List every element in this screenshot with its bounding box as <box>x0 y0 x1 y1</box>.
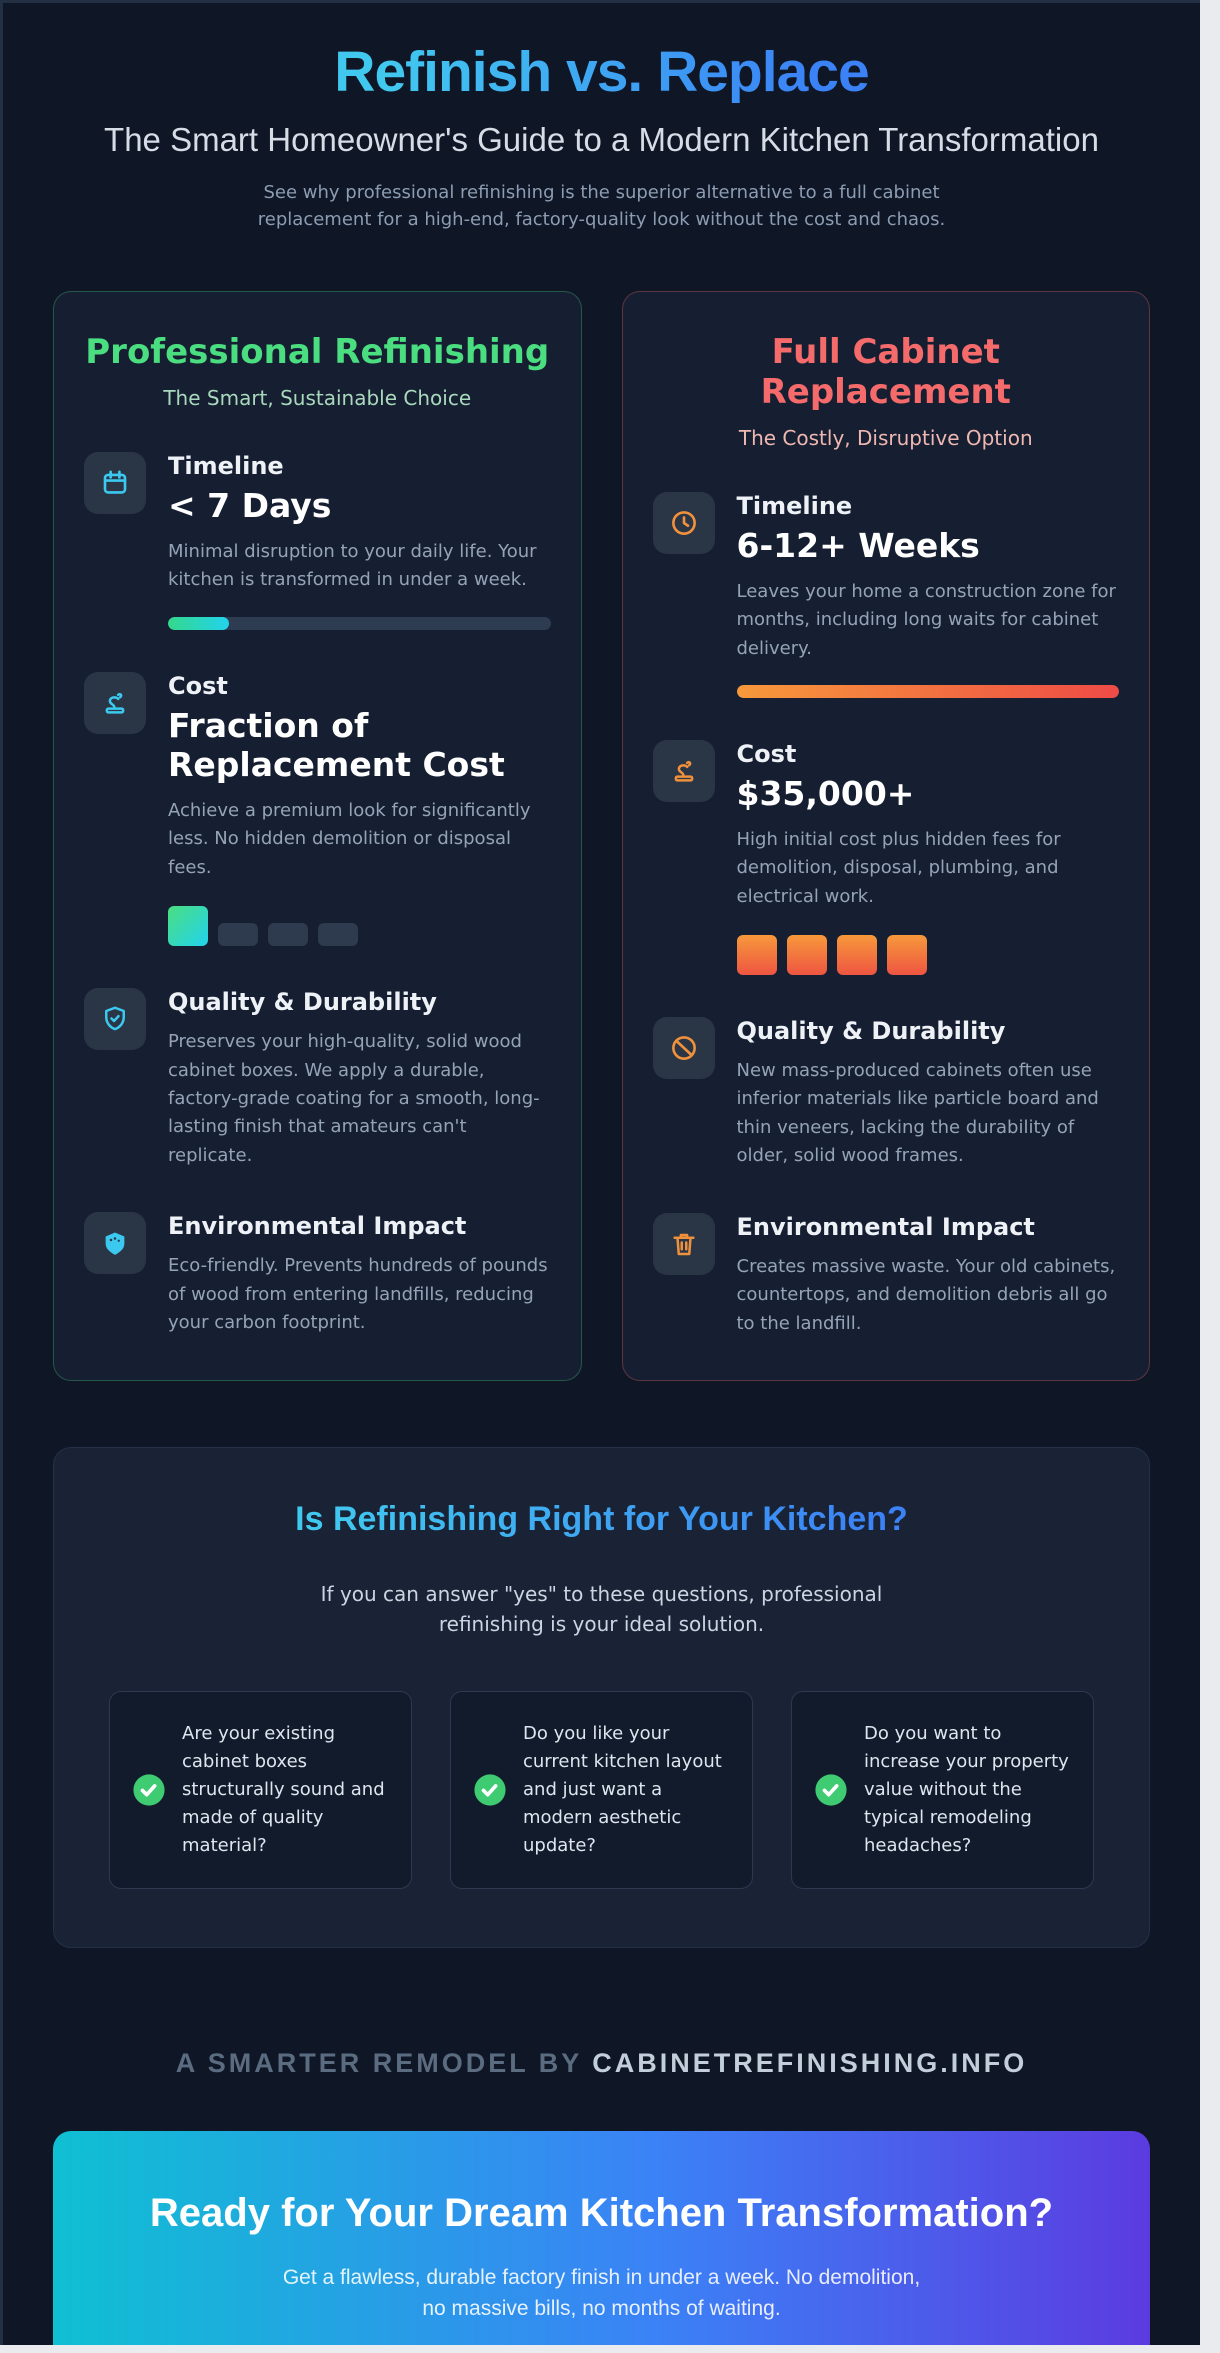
cost-block-filled <box>168 906 208 947</box>
comparison-cards: Professional Refinishing The Smart, Sust… <box>3 291 1200 1382</box>
feature-timeline: Timeline 6-12+ Weeks Leaves your home a … <box>652 492 1119 699</box>
cost-block-empty <box>318 923 358 947</box>
question-card: Are your existing cabinet boxes structur… <box>109 1691 412 1889</box>
feature-value: $35,000+ <box>736 774 915 814</box>
clock-icon <box>669 508 699 538</box>
quiz-questions: Are your existing cabinet boxes structur… <box>109 1691 1094 1889</box>
icon-chip <box>652 740 715 803</box>
feature-quality: Quality & Durability Preserves your high… <box>84 988 551 1170</box>
feature-label: Timeline <box>736 492 853 521</box>
question-card: Do you like your current kitchen layout … <box>450 1691 753 1889</box>
byline-brand: CABINETREFINISHING.INFO <box>592 2047 1028 2078</box>
feature-description: Eco-friendly. Prevents hundreds of pound… <box>168 1255 548 1334</box>
shield-check-icon <box>100 1004 130 1034</box>
refinishing-card-tagline: The Smart, Sustainable Choice <box>163 386 472 411</box>
feature-description: New mass-produced cabinets often use inf… <box>736 1060 1099 1167</box>
feature-label: Timeline <box>168 452 284 481</box>
quiz-section: Is Refinishing Right for Your Kitchen? I… <box>53 1447 1150 1948</box>
byline: A SMARTER REMODEL BY CABINETREFINISHING.… <box>3 2048 1200 2079</box>
page-header: Refinish vs. Replace The Smart Homeowner… <box>3 3 1200 233</box>
calendar-icon <box>100 468 130 498</box>
cost-block-empty <box>268 923 308 947</box>
question-text: Are your existing cabinet boxes structur… <box>182 1723 385 1856</box>
trash-icon <box>669 1229 699 1259</box>
ban-icon <box>669 1033 699 1063</box>
icon-chip <box>652 492 715 555</box>
check-circle-icon <box>132 1773 166 1807</box>
cost-blocks <box>168 906 551 947</box>
feature-environment: Environmental Impact Eco-friendly. Preve… <box>84 1212 551 1337</box>
cost-block-filled <box>886 935 927 976</box>
feature-description: Preserves your high-quality, solid wood … <box>168 1031 540 1166</box>
feature-value: Fraction of Replacement Cost <box>168 705 505 785</box>
page-title: Refinish vs. Replace <box>334 40 869 104</box>
feature-description: Creates massive waste. Your old cabinets… <box>736 1255 1116 1334</box>
question-card: Do you want to increase your property va… <box>791 1691 1094 1889</box>
icon-chip <box>84 452 146 515</box>
feature-label: Quality & Durability <box>168 988 437 1017</box>
cost-block-empty <box>218 923 258 947</box>
question-text: Do you like your current kitchen layout … <box>523 1723 722 1856</box>
page-intro: See why professional refinishing is the … <box>257 182 946 230</box>
timeline-progress-track <box>736 685 1119 699</box>
check-circle-icon <box>473 1773 507 1807</box>
cost-icon <box>669 756 699 786</box>
feature-value: 6-12+ Weeks <box>736 526 980 566</box>
cta-panel: Ready for Your Dream Kitchen Transformat… <box>53 2130 1150 2345</box>
cost-block-filled <box>786 935 827 976</box>
feature-timeline: Timeline < 7 Days Minimal disruption to … <box>84 452 551 630</box>
timeline-progress-fill <box>736 685 1119 699</box>
cost-block-filled <box>736 935 777 976</box>
feature-description: Achieve a premium look for significantly… <box>168 799 531 878</box>
feature-description: High initial cost plus hidden fees for d… <box>736 828 1061 907</box>
cost-blocks <box>736 935 1120 976</box>
quiz-subtitle: If you can answer "yes" to these questio… <box>320 1582 883 1637</box>
replacement-card-title: Full Cabinet Replacement <box>760 332 1011 413</box>
feature-quality: Quality & Durability New mass-produced c… <box>652 1017 1120 1171</box>
refinishing-card: Professional Refinishing The Smart, Sust… <box>53 291 582 1382</box>
byline-prefix: A SMARTER REMODEL BY <box>175 2047 582 2078</box>
feature-description: Minimal disruption to your daily life. Y… <box>168 540 537 591</box>
feature-label: Quality & Durability <box>736 1017 1006 1046</box>
cta-title: Ready for Your Dream Kitchen Transformat… <box>149 2190 1054 2235</box>
feature-label: Environmental Impact <box>736 1212 1035 1241</box>
cta-subtitle: Get a flawless, durable factory finish i… <box>282 2265 921 2321</box>
timeline-progress-fill <box>168 616 230 630</box>
question-text: Do you want to increase your property va… <box>864 1723 1069 1856</box>
feature-label: Cost <box>168 671 228 700</box>
icon-chip <box>84 1212 146 1275</box>
icon-chip <box>652 1017 715 1080</box>
timeline-progress-track <box>168 616 551 630</box>
replacement-card-tagline: The Costly, Disruptive Option <box>738 426 1033 451</box>
icon-chip <box>84 671 146 734</box>
icon-chip <box>652 1212 715 1275</box>
cost-block-filled <box>836 935 877 976</box>
eco-badge-icon <box>100 1228 130 1258</box>
page-subtitle: The Smart Homeowner's Guide to a Modern … <box>104 121 1099 158</box>
feature-label: Environmental Impact <box>168 1212 467 1241</box>
feature-label: Cost <box>736 740 797 769</box>
quiz-title: Is Refinishing Right for Your Kitchen? <box>295 1500 908 1539</box>
check-circle-icon <box>814 1773 848 1807</box>
feature-value: < 7 Days <box>168 486 332 526</box>
refinishing-card-title: Professional Refinishing <box>85 332 550 372</box>
feature-cost: Cost $35,000+ High initial cost plus hid… <box>652 740 1120 976</box>
feature-description: Leaves your home a construction zone for… <box>736 580 1116 659</box>
cost-icon <box>100 688 130 718</box>
replacement-card: Full Cabinet Replacement The Costly, Dis… <box>621 291 1150 1382</box>
feature-environment: Environmental Impact Creates massive was… <box>652 1212 1120 1338</box>
feature-cost: Cost Fraction of Replacement Cost Achiev… <box>84 671 551 947</box>
icon-chip <box>84 988 146 1051</box>
